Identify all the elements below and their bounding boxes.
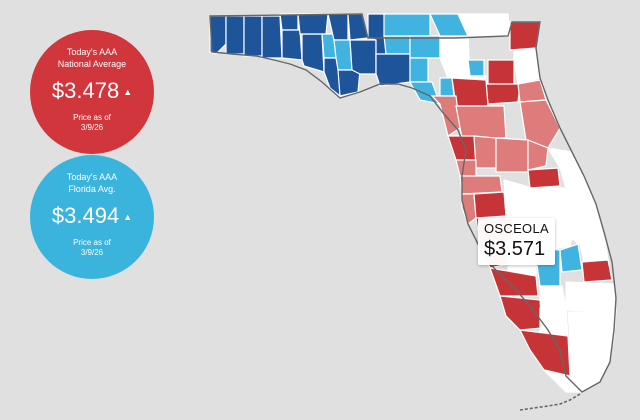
county-hendry[interactable] bbox=[539, 307, 569, 337]
county-volusia[interactable] bbox=[519, 99, 561, 149]
florida-average-date: Price as of 3/9/26 bbox=[73, 238, 111, 258]
county-washington[interactable] bbox=[281, 29, 303, 61]
county-hillsborough[interactable] bbox=[473, 191, 507, 219]
county-martin[interactable] bbox=[581, 259, 613, 283]
county-taylor[interactable] bbox=[375, 53, 411, 87]
keys-chain bbox=[519, 393, 581, 411]
county-st-lucie[interactable] bbox=[577, 231, 609, 263]
county-palm-beach[interactable] bbox=[565, 281, 617, 313]
county-santa-rosa[interactable] bbox=[225, 15, 245, 55]
florida-outline bbox=[209, 13, 617, 393]
national-average-price: $3.478 ▲ bbox=[51, 78, 133, 103]
county-bay[interactable] bbox=[301, 33, 325, 73]
county-hernando[interactable] bbox=[455, 159, 477, 177]
county-walton[interactable] bbox=[261, 15, 283, 59]
county-layer bbox=[209, 13, 617, 393]
county-st-johns[interactable] bbox=[513, 49, 541, 85]
tooltip-county-name: OSCEOLA bbox=[484, 221, 549, 236]
florida-average-caption: Today's AAA Florida Avg. bbox=[66, 172, 118, 194]
national-average-caption: Today's AAA National Average bbox=[57, 47, 127, 69]
county-alachua[interactable] bbox=[451, 77, 489, 107]
county-marion[interactable] bbox=[455, 105, 507, 139]
county-holmes[interactable] bbox=[279, 13, 299, 31]
county-union[interactable] bbox=[467, 59, 485, 77]
county-lee[interactable] bbox=[499, 295, 543, 331]
county-okaloosa[interactable] bbox=[243, 15, 263, 57]
county-miami-dade[interactable] bbox=[569, 335, 615, 393]
county-liberty[interactable] bbox=[333, 39, 353, 71]
county-orange[interactable] bbox=[527, 167, 561, 189]
county-pasco[interactable] bbox=[459, 175, 503, 195]
florida-keys bbox=[519, 393, 581, 411]
county-franklin[interactable] bbox=[337, 69, 361, 97]
florida-average-badge: Today's AAA Florida Avg. $3.494 ▲ Price a… bbox=[30, 155, 154, 279]
county-suwannee[interactable] bbox=[409, 35, 441, 59]
county-lake[interactable] bbox=[495, 137, 529, 173]
county-clay[interactable] bbox=[487, 59, 515, 85]
county-tooltip: OSCEOLA $3.571 bbox=[478, 218, 555, 265]
county-broward[interactable] bbox=[567, 311, 617, 339]
county-charlotte[interactable] bbox=[489, 267, 539, 297]
county-columbia[interactable] bbox=[439, 35, 471, 81]
county-collier[interactable] bbox=[518, 329, 571, 377]
county-putnam[interactable] bbox=[485, 83, 521, 105]
county-sumter[interactable] bbox=[473, 135, 497, 169]
up-triangle-icon: ▲ bbox=[123, 87, 133, 98]
national-average-badge: Today's AAA National Average $3.478 ▲ Pri… bbox=[30, 30, 154, 154]
county-lafayette[interactable] bbox=[409, 57, 429, 83]
county-duval[interactable] bbox=[509, 21, 541, 51]
national-average-date: Price as of 3/9/26 bbox=[73, 113, 111, 133]
county-seminole[interactable] bbox=[527, 139, 549, 171]
county-jackson[interactable] bbox=[297, 13, 329, 35]
county-hamilton[interactable] bbox=[383, 13, 431, 37]
county-wakulla[interactable] bbox=[349, 39, 377, 75]
county-okeechobee[interactable] bbox=[559, 243, 583, 273]
county-glades[interactable] bbox=[539, 285, 567, 309]
up-triangle-icon: ▲ bbox=[123, 212, 133, 223]
county-dixie[interactable] bbox=[408, 81, 441, 105]
florida-average-price: $3.494 ▲ bbox=[51, 203, 133, 228]
tooltip-county-price: $3.571 bbox=[484, 238, 546, 260]
